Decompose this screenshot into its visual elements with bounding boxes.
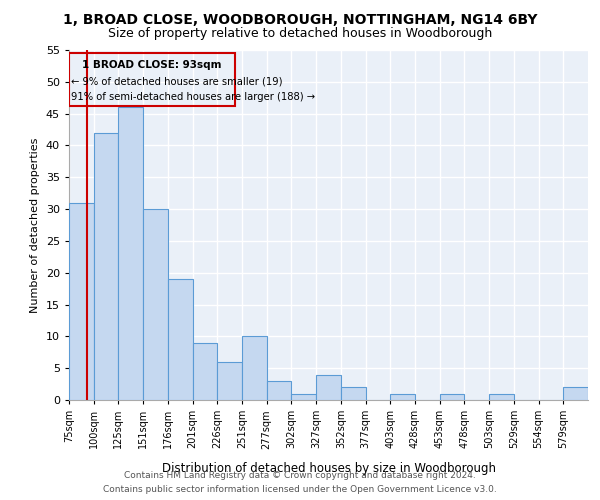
Bar bbox=[69, 53, 235, 106]
Bar bbox=[341, 388, 365, 400]
Text: Contains public sector information licensed under the Open Government Licence v3: Contains public sector information licen… bbox=[103, 484, 497, 494]
Text: ← 9% of detached houses are smaller (19): ← 9% of detached houses are smaller (19) bbox=[71, 76, 282, 86]
Bar bbox=[440, 394, 464, 400]
Text: Contains HM Land Registry data © Crown copyright and database right 2024.: Contains HM Land Registry data © Crown c… bbox=[124, 471, 476, 480]
Bar bbox=[242, 336, 267, 400]
Bar bbox=[489, 394, 514, 400]
Bar bbox=[143, 209, 168, 400]
Bar bbox=[118, 108, 143, 400]
Text: 1 BROAD CLOSE: 93sqm: 1 BROAD CLOSE: 93sqm bbox=[82, 60, 221, 70]
Bar bbox=[267, 381, 292, 400]
Text: 91% of semi-detached houses are larger (188) →: 91% of semi-detached houses are larger (… bbox=[71, 92, 315, 102]
Bar bbox=[69, 202, 94, 400]
Text: Size of property relative to detached houses in Woodborough: Size of property relative to detached ho… bbox=[108, 28, 492, 40]
Bar bbox=[94, 132, 118, 400]
Bar bbox=[390, 394, 415, 400]
X-axis label: Distribution of detached houses by size in Woodborough: Distribution of detached houses by size … bbox=[161, 462, 496, 475]
Text: 1, BROAD CLOSE, WOODBOROUGH, NOTTINGHAM, NG14 6BY: 1, BROAD CLOSE, WOODBOROUGH, NOTTINGHAM,… bbox=[63, 12, 537, 26]
Bar bbox=[316, 374, 341, 400]
Bar bbox=[193, 342, 217, 400]
Bar bbox=[217, 362, 242, 400]
Y-axis label: Number of detached properties: Number of detached properties bbox=[30, 138, 40, 312]
Bar bbox=[563, 388, 588, 400]
Bar bbox=[168, 279, 193, 400]
Bar bbox=[292, 394, 316, 400]
